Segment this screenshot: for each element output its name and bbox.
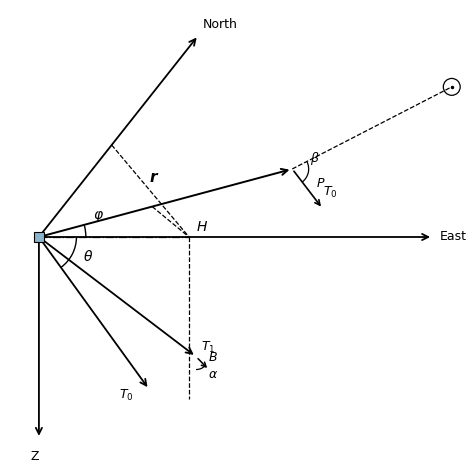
Text: $\alpha$: $\alpha$: [208, 368, 218, 381]
Text: $T_1$: $T_1$: [201, 339, 215, 355]
Text: $P$: $P$: [316, 177, 325, 190]
Text: Z: Z: [31, 450, 39, 464]
Text: North: North: [203, 18, 238, 31]
FancyBboxPatch shape: [34, 232, 44, 242]
Text: $H$: $H$: [196, 220, 208, 234]
Text: $B$: $B$: [208, 351, 218, 365]
Text: East: East: [440, 230, 467, 244]
Text: $\boldsymbol{r}$: $\boldsymbol{r}$: [149, 170, 159, 185]
Text: $T_0$: $T_0$: [118, 388, 133, 403]
Text: $\varphi$: $\varphi$: [93, 209, 104, 224]
Text: $\beta$: $\beta$: [310, 150, 319, 167]
Text: $T_0$: $T_0$: [323, 185, 337, 201]
Text: $\theta$: $\theta$: [83, 249, 94, 264]
